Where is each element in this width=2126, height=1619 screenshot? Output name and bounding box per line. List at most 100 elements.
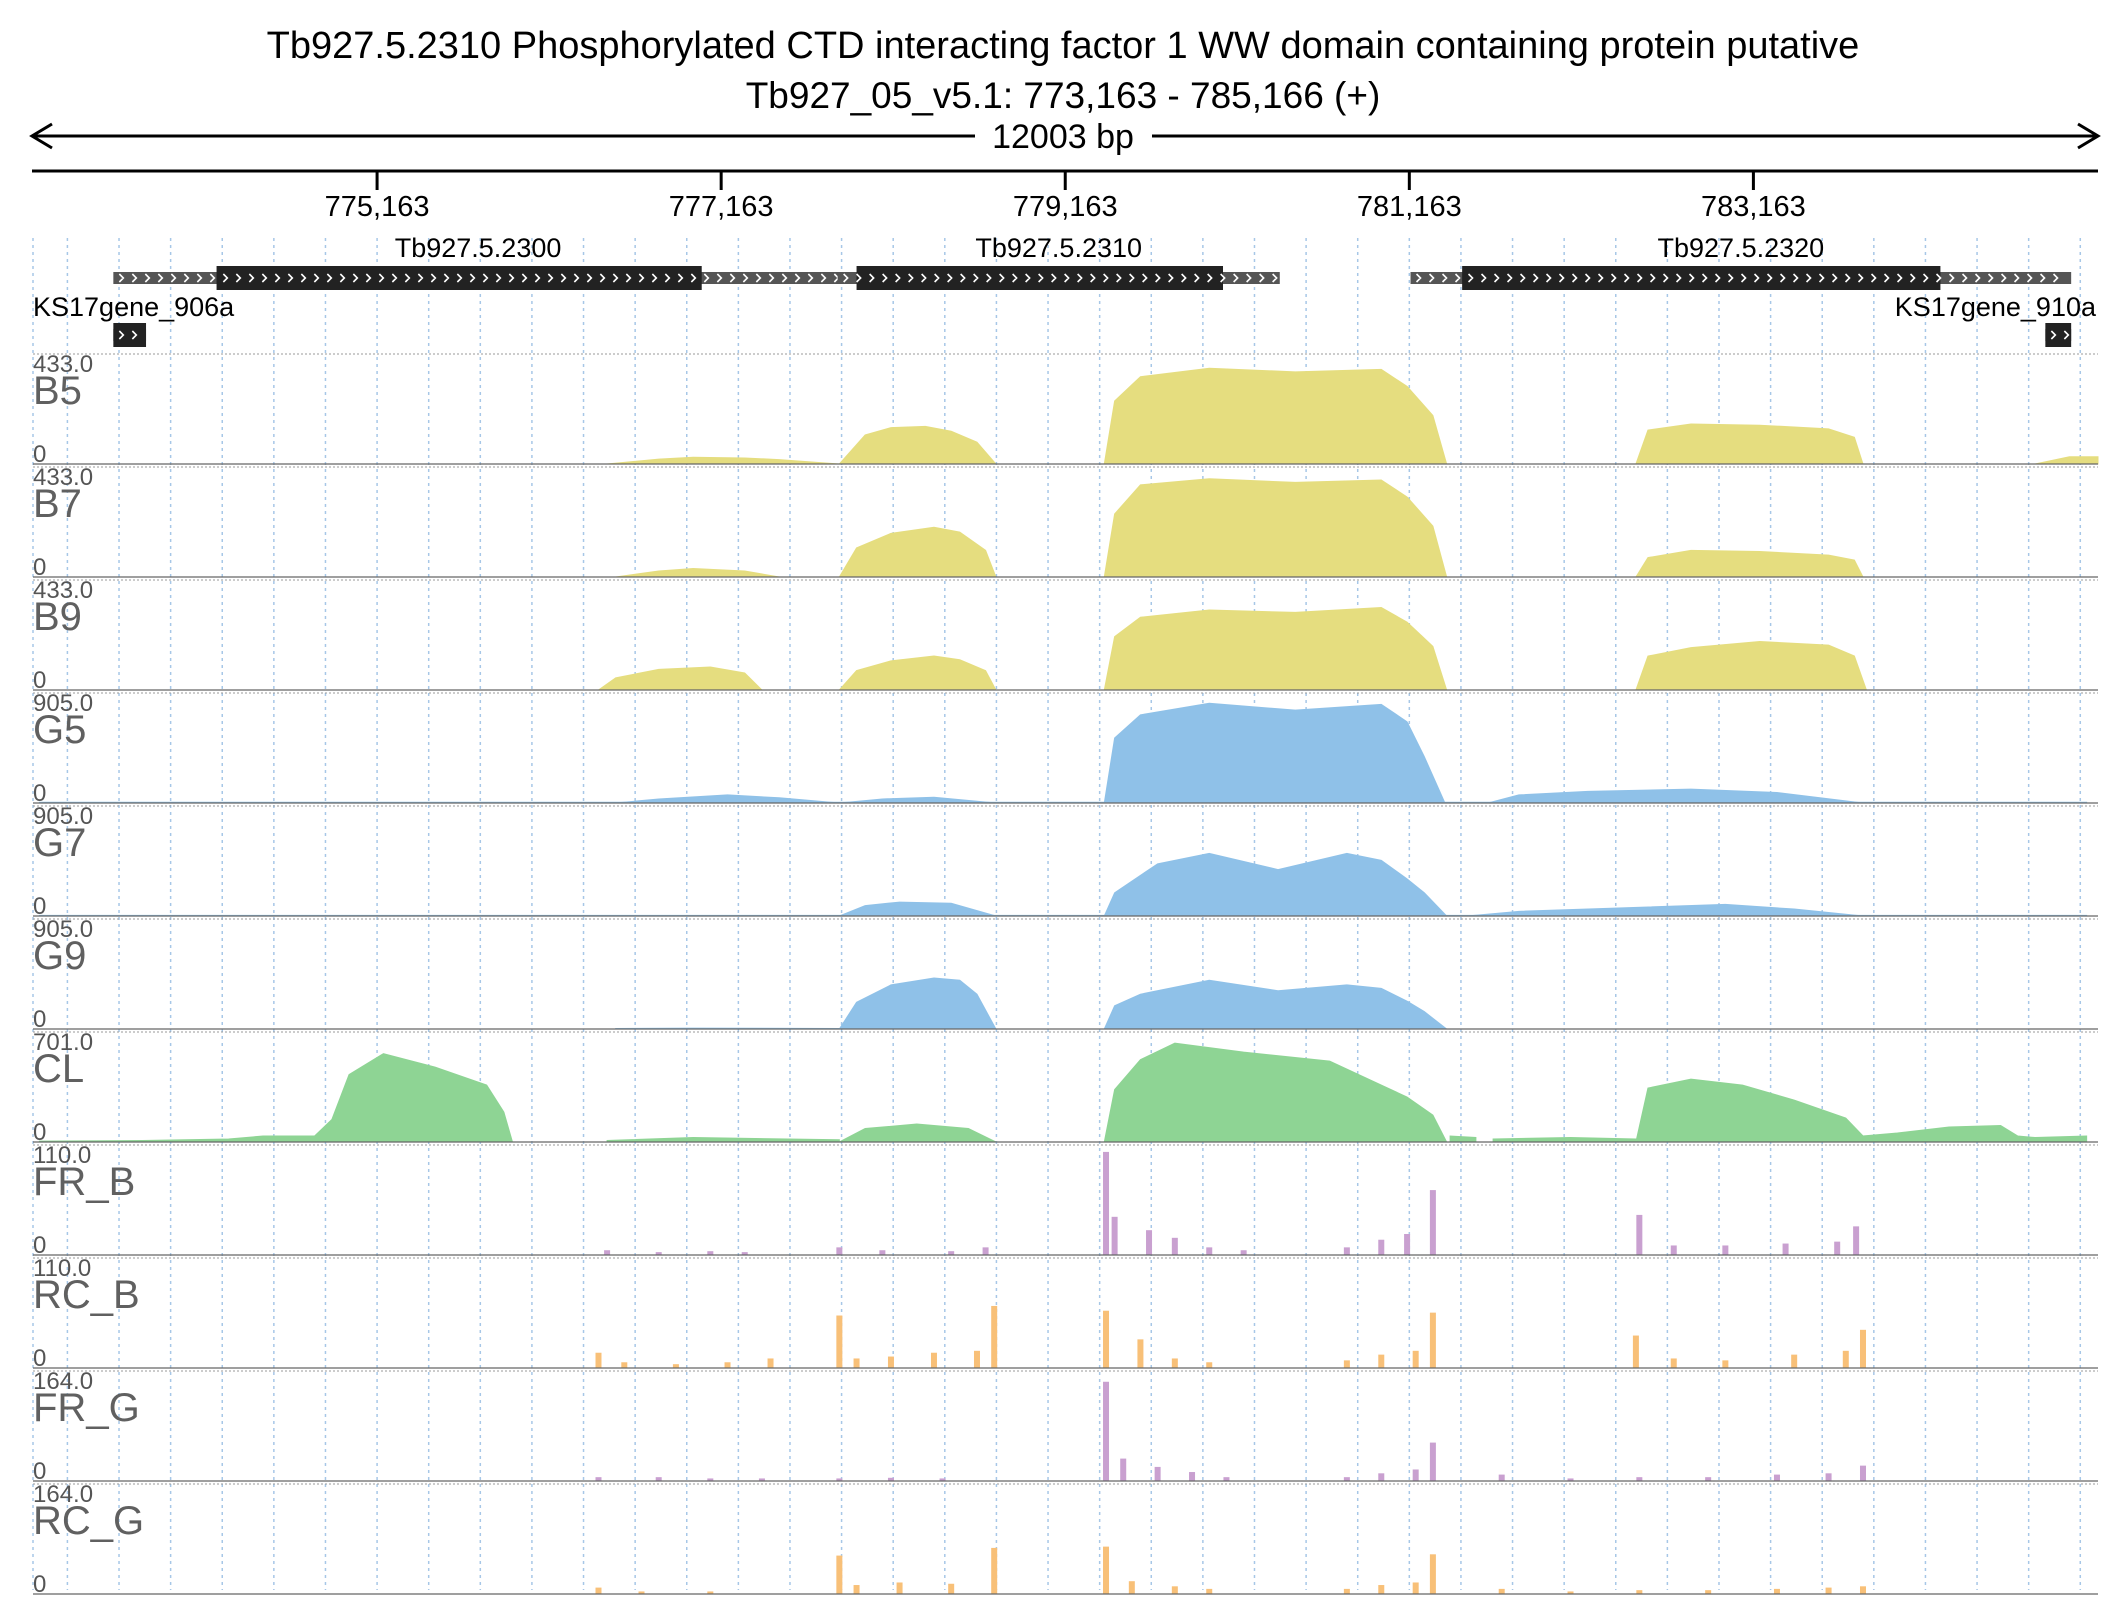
track-max-label: 905.0: [33, 916, 93, 943]
coverage-area: [1103, 702, 1446, 804]
coverage-spike: [1206, 1588, 1213, 1594]
coverage-spike: [991, 1547, 998, 1594]
coverage-spike: [724, 1362, 731, 1368]
coverage-spike: [1412, 1582, 1419, 1594]
track-fr-g: 164.0FR_G 0: [33, 1368, 2098, 1485]
coverage-spike: [1825, 1473, 1832, 1481]
track-min-label: 0: [33, 1345, 46, 1372]
axis-ticks: 775,163 777,163 779,163 781,163 783,163: [325, 171, 1806, 223]
coverage-spike: [1128, 1581, 1135, 1594]
track-min-label: 0: [33, 1119, 46, 1146]
gene-feature: Tb927.5.2300: [113, 233, 843, 290]
coverage-spike: [836, 1247, 843, 1255]
coverage-spike: [853, 1585, 860, 1594]
coverage-area: [1635, 1078, 1864, 1143]
coverage-area: [839, 901, 997, 917]
track-fr-b: 110.0FR_B 0: [33, 1142, 2098, 1259]
coverage-area: [1103, 979, 1449, 1030]
coverage-spike: [1378, 1585, 1385, 1594]
track-name-label: G5: [33, 708, 86, 752]
coverage-spike: [1825, 1587, 1832, 1594]
chart-subtitle: Tb927_05_v5.1: 773,163 - 785,166 (+): [746, 75, 1381, 116]
coverage-spike: [1404, 1234, 1411, 1255]
coverage-area: [1467, 903, 1864, 917]
track-min-label: 0: [33, 554, 46, 581]
gene-cds-bar: [216, 266, 702, 290]
coverage-spike: [1834, 1241, 1841, 1255]
coverage-spike: [1103, 1310, 1110, 1368]
track-min-label: 0: [33, 1006, 46, 1033]
coverage-spike: [1791, 1354, 1798, 1368]
coverage-spike: [930, 1352, 937, 1368]
track-max-label: 110.0: [33, 1142, 91, 1169]
gene-strand-chevrons: [118, 330, 138, 340]
coverage-spike: [655, 1252, 662, 1255]
coverage-spike: [595, 1352, 602, 1368]
coverage-spike: [1343, 1360, 1350, 1368]
track-max-label: 905.0: [33, 690, 93, 717]
track-max-label: 701.0: [33, 1029, 93, 1056]
track-g9: 905.0G9 0: [33, 916, 2098, 1033]
coverage-spike: [1842, 1350, 1849, 1368]
coverage-spike: [1636, 1477, 1643, 1481]
span-arrowhead-right: [2077, 122, 2101, 150]
track-max-label: 164.0: [33, 1368, 93, 1395]
coverage-area: [615, 568, 780, 578]
axis-tick-label: 777,163: [669, 191, 774, 223]
gene-strand-chevrons: [2050, 330, 2070, 340]
coverage-area: [1103, 367, 1448, 465]
coverage-area: [606, 1137, 840, 1143]
span-arrowhead-left: [29, 122, 53, 150]
coverage-spike: [595, 1477, 602, 1481]
coverage-spike: [1137, 1339, 1144, 1368]
coverage-spike: [1223, 1477, 1230, 1481]
axis-tick-label: 781,163: [1357, 191, 1462, 223]
coverage-spike: [707, 1478, 714, 1481]
coverage-spike: [1782, 1243, 1789, 1255]
coverage-spike: [1171, 1586, 1178, 1594]
coverage-area: [314, 1053, 514, 1143]
coverage-spike: [1378, 1239, 1385, 1255]
coverage-spike: [1722, 1245, 1729, 1255]
coverage-spike: [621, 1362, 628, 1368]
coverage-spike: [1859, 1329, 1866, 1368]
coverage-spike: [1378, 1473, 1385, 1481]
coverage-spike: [1429, 1312, 1436, 1368]
coverage-spike: [655, 1477, 662, 1481]
coverage-area: [838, 526, 997, 578]
track-rc-g: 164.0RC_G 0: [33, 1481, 2098, 1598]
coverage-spike: [1103, 1381, 1110, 1481]
gene-annotation-track: Tb927.5.2300 Tb927.5.2310 Tb927.5.2320 KS17…: [33, 233, 2097, 347]
coverage-area: [2034, 456, 2099, 465]
coverage-spike: [1636, 1214, 1643, 1255]
coverage-area: [1635, 549, 1864, 578]
coverage-spike: [1567, 1478, 1574, 1481]
track-max-label: 433.0: [33, 464, 93, 491]
coverage-area: [1103, 607, 1448, 691]
coverage-spike: [741, 1252, 748, 1255]
track-b5: 433.0B5 0: [33, 351, 2099, 468]
coverage-spike: [604, 1250, 611, 1255]
coverage-spike: [638, 1591, 645, 1594]
track-min-label: 0: [33, 1571, 46, 1598]
coverage-spike: [1722, 1360, 1729, 1368]
gene-feature: KS17gene_906a: [33, 292, 235, 347]
coverage-spike: [1343, 1247, 1350, 1255]
coverage-spike: [1773, 1588, 1780, 1594]
coverage-area: [839, 1123, 997, 1143]
coverage-spike: [973, 1350, 980, 1368]
axis-tick-label: 775,163: [325, 191, 430, 223]
track-name-label: B5: [33, 369, 82, 413]
coverage-spike: [1429, 1442, 1436, 1481]
coverage-area: [596, 666, 764, 691]
coverage-area: [607, 456, 840, 465]
track-name-label: RC_B: [33, 1273, 140, 1317]
coverage-spike: [758, 1478, 765, 1481]
coverage-spike: [1154, 1466, 1161, 1481]
coverage-spike: [991, 1305, 998, 1368]
coverage-spike: [672, 1364, 679, 1368]
coverage-area: [838, 655, 997, 691]
coverage-tracks: 433.0B50433.0B70433.0B90905.0G50905.0G70…: [33, 351, 2099, 1598]
gene-cds-bar: [856, 266, 1224, 290]
coverage-spike: [1378, 1354, 1385, 1368]
